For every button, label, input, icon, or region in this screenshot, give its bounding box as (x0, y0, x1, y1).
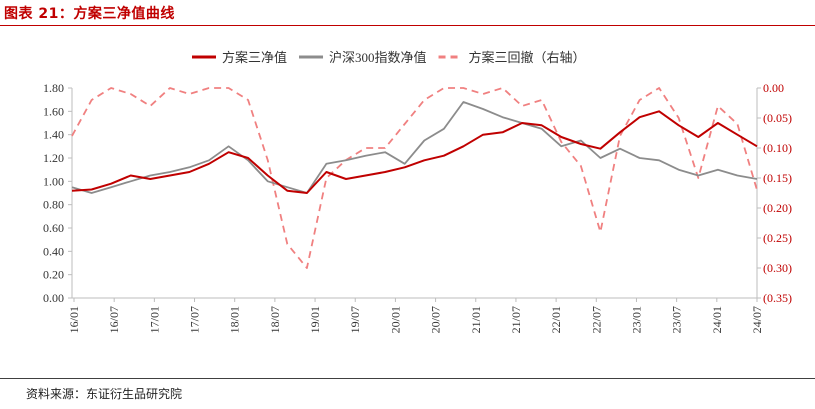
figure-title: 图表 21：方案三净值曲线 (4, 6, 175, 22)
legend-label: 沪深300指数净值 (329, 50, 427, 65)
x-tick-label: 22/07 (589, 306, 603, 333)
x-tick-label: 16/01 (67, 306, 81, 333)
x-tick-label: 20/01 (388, 306, 402, 333)
x-tick-label: 23/01 (629, 306, 643, 333)
y-left-tick-label: 1.80 (43, 81, 64, 95)
x-tick-label: 17/07 (188, 306, 202, 333)
legend-label: 方案三回撤（右轴） (469, 50, 586, 65)
y-right-tick-label: (0.05) (763, 111, 792, 125)
x-tick-label: 16/07 (107, 306, 121, 333)
x-tick-label: 23/07 (670, 306, 684, 333)
y-right-tick-label: (0.20) (763, 201, 792, 215)
nav-series-line (71, 110, 758, 194)
title-underline (0, 25, 815, 26)
x-tick-label: 18/01 (228, 306, 242, 333)
x-tick-label: 24/07 (750, 306, 764, 333)
x-tick-label: 21/01 (469, 306, 483, 333)
legend-label: 方案三净值 (222, 50, 287, 65)
x-tick-label: 18/07 (268, 306, 282, 333)
y-left-tick-label: 0.20 (43, 268, 64, 282)
y-left-tick-label: 1.00 (43, 174, 64, 188)
y-right-tick-label: (0.10) (763, 141, 792, 155)
x-tick-label: 17/01 (147, 306, 161, 333)
y-right-tick-label: (0.15) (763, 171, 792, 185)
y-right-tick-label: (0.30) (763, 261, 792, 275)
y-left-tick-label: 0.80 (43, 198, 64, 212)
x-tick-label: 19/01 (308, 306, 322, 333)
y-right-tick-label: (0.35) (763, 291, 792, 305)
x-tick-label: 24/01 (710, 306, 724, 333)
x-tick-label: 20/07 (429, 306, 443, 333)
source-note: 资料来源：东证衍生品研究院 (26, 387, 183, 401)
x-tick-label: 21/07 (509, 306, 523, 333)
y-right-tick-label: 0.00 (763, 81, 784, 95)
chart-area: 0.00 0.20 0.40 0.60 0.80 1.00 1.20 1.40 1.60 1.80… (0, 30, 815, 375)
footer-divider (0, 378, 815, 379)
index-series-line (71, 101, 758, 194)
y-left-tick-label: 1.60 (43, 104, 64, 118)
y-left-tick-label: 0.40 (43, 244, 64, 258)
drawdown-series-line (71, 87, 758, 269)
y-left-tick-label: 1.40 (43, 128, 64, 142)
y-left-tick-label: 0.00 (43, 291, 64, 305)
x-tick-label: 19/07 (348, 306, 362, 333)
y-left-tick-label: 1.20 (43, 151, 64, 165)
x-tick-label: 22/01 (549, 306, 563, 333)
line-chart: 0.00 0.20 0.40 0.60 0.80 1.00 1.20 1.40 1.60 1.80… (43, 50, 792, 333)
y-left-tick-label: 0.60 (43, 221, 64, 235)
y-right-tick-label: (0.25) (763, 231, 792, 245)
